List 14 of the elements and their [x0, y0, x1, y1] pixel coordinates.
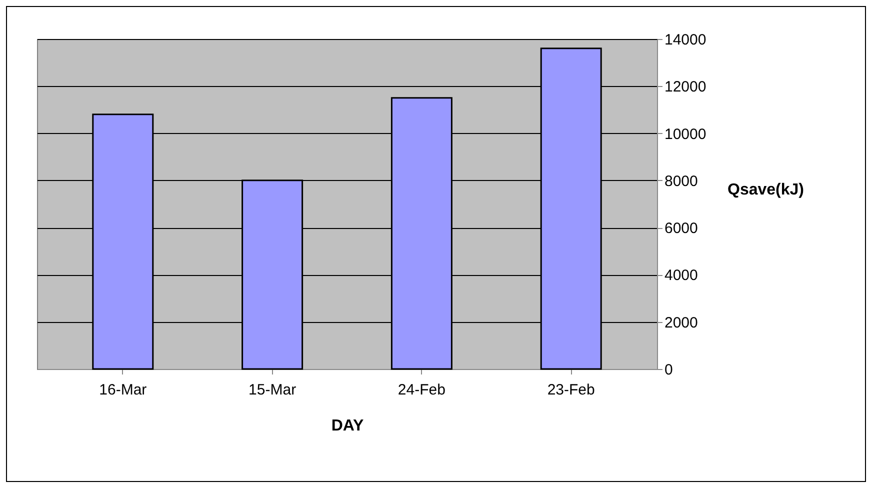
y-tick-label: 10000 — [664, 126, 706, 143]
x-axis-title: DAY — [331, 418, 364, 434]
y-tick-label: 0 — [664, 362, 673, 378]
x-tick-label: 15-Mar — [248, 382, 296, 398]
y-tick-label: 8000 — [664, 172, 698, 190]
y-axis-title: Qsave(kJ) — [728, 182, 804, 198]
x-tick-label: 24-Feb — [398, 382, 446, 398]
y-tick-label: 14000 — [664, 32, 706, 48]
x-tick-label: 16-Mar — [99, 382, 147, 398]
y-tick-label: 12000 — [664, 78, 706, 96]
y-tick-label: 6000 — [664, 220, 698, 238]
y-tick-label: 4000 — [664, 267, 698, 284]
x-tick-label: 23-Feb — [547, 382, 595, 398]
y-tick-label: 2000 — [664, 314, 698, 332]
